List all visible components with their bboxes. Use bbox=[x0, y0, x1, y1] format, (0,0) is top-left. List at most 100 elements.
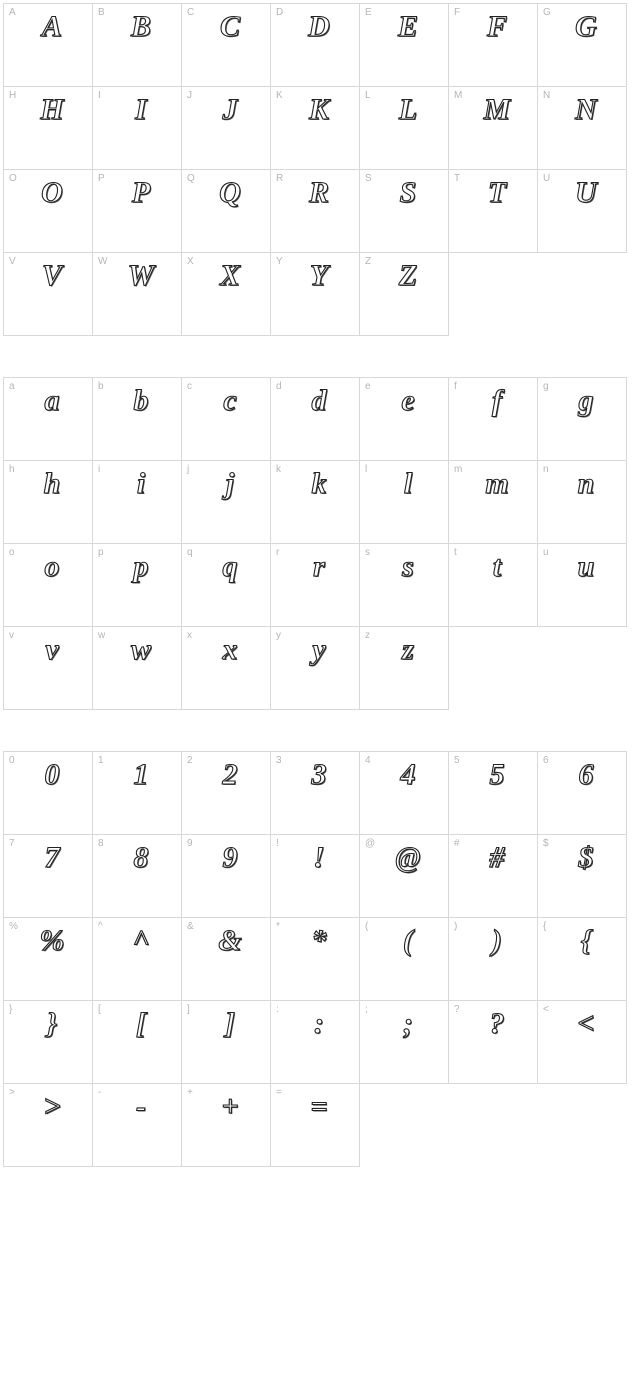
glyph-cell: ll bbox=[359, 460, 449, 544]
glyph-cell: ## bbox=[448, 834, 538, 918]
glyph-display: z bbox=[360, 633, 448, 666]
glyph-display: j bbox=[182, 467, 270, 500]
glyph-cell: 44 bbox=[359, 751, 449, 835]
glyph-display: f bbox=[449, 384, 537, 417]
section-numbers-symbols: 00112233445566778899!!@@##$$%%^^&&**(())… bbox=[4, 752, 636, 1167]
glyph-display: M bbox=[449, 93, 537, 126]
glyph-display: : bbox=[271, 1007, 359, 1040]
glyph-display: h bbox=[4, 467, 92, 500]
glyph-cell: HH bbox=[3, 86, 93, 170]
glyph-display: ] bbox=[182, 1007, 270, 1040]
glyph-cell: cc bbox=[181, 377, 271, 461]
glyph-cell: @@ bbox=[359, 834, 449, 918]
glyph-display: H bbox=[4, 93, 92, 126]
glyph-display: o bbox=[4, 550, 92, 583]
glyph-cell: JJ bbox=[181, 86, 271, 170]
glyph-cell: ss bbox=[359, 543, 449, 627]
glyph-display: 5 bbox=[449, 758, 537, 791]
glyph-cell: ;; bbox=[359, 1000, 449, 1084]
glyph-display: S bbox=[360, 176, 448, 209]
glyph-cell: (( bbox=[359, 917, 449, 1001]
glyph-display: Z bbox=[360, 259, 448, 292]
glyph-display: e bbox=[360, 384, 448, 417]
glyph-cell: 33 bbox=[270, 751, 360, 835]
glyph-display: Y bbox=[271, 259, 359, 292]
glyph-cell: DD bbox=[270, 3, 360, 87]
glyph-display: T bbox=[449, 176, 537, 209]
glyph-display: 1 bbox=[93, 758, 181, 791]
glyph-grid: 00112233445566778899!!@@##$$%%^^&&**(())… bbox=[4, 752, 634, 1167]
glyph-cell: << bbox=[537, 1000, 627, 1084]
glyph-display: ; bbox=[360, 1007, 448, 1040]
glyph-cell: QQ bbox=[181, 169, 271, 253]
glyph-cell: yy bbox=[270, 626, 360, 710]
glyph-cell: EE bbox=[359, 3, 449, 87]
glyph-cell: xx bbox=[181, 626, 271, 710]
glyph-cell: uu bbox=[537, 543, 627, 627]
glyph-display: L bbox=[360, 93, 448, 126]
glyph-display: 8 bbox=[93, 841, 181, 874]
glyph-cell: jj bbox=[181, 460, 271, 544]
glyph-cell: VV bbox=[3, 252, 93, 336]
glyph-display: % bbox=[4, 924, 92, 957]
glyph-cell: }} bbox=[3, 1000, 93, 1084]
glyph-display: R bbox=[271, 176, 359, 209]
glyph-cell: == bbox=[270, 1083, 360, 1167]
glyph-display: * bbox=[271, 924, 359, 957]
glyph-cell: 66 bbox=[537, 751, 627, 835]
glyph-cell: nn bbox=[537, 460, 627, 544]
glyph-display: I bbox=[93, 93, 181, 126]
glyph-display: l bbox=[360, 467, 448, 500]
glyph-cell: UU bbox=[537, 169, 627, 253]
glyph-display: k bbox=[271, 467, 359, 500]
glyph-cell: BB bbox=[92, 3, 182, 87]
glyph-cell: vv bbox=[3, 626, 93, 710]
glyph-cell: SS bbox=[359, 169, 449, 253]
glyph-cell: KK bbox=[270, 86, 360, 170]
glyph-cell: 99 bbox=[181, 834, 271, 918]
glyph-display: n bbox=[538, 467, 626, 500]
glyph-display: N bbox=[538, 93, 626, 126]
glyph-display: @ bbox=[360, 841, 448, 874]
glyph-cell: oo bbox=[3, 543, 93, 627]
glyph-cell: pp bbox=[92, 543, 182, 627]
glyph-display: { bbox=[538, 924, 626, 957]
glyph-cell: ww bbox=[92, 626, 182, 710]
glyph-display: C bbox=[182, 10, 270, 43]
glyph-display: F bbox=[449, 10, 537, 43]
glyph-display: 7 bbox=[4, 841, 92, 874]
glyph-cell: OO bbox=[3, 169, 93, 253]
glyph-display: X bbox=[182, 259, 270, 292]
glyph-cell: {{ bbox=[537, 917, 627, 1001]
glyph-display: m bbox=[449, 467, 537, 500]
glyph-cell: %% bbox=[3, 917, 93, 1001]
glyph-cell: ff bbox=[448, 377, 538, 461]
glyph-display: J bbox=[182, 93, 270, 126]
glyph-cell: hh bbox=[3, 460, 93, 544]
glyph-display: ) bbox=[449, 924, 537, 957]
glyph-display: O bbox=[4, 176, 92, 209]
glyph-cell: rr bbox=[270, 543, 360, 627]
glyph-cell: MM bbox=[448, 86, 538, 170]
glyph-cell: TT bbox=[448, 169, 538, 253]
glyph-cell: CC bbox=[181, 3, 271, 87]
glyph-cell: FF bbox=[448, 3, 538, 87]
section-uppercase: AABBCCDDEEFFGGHHIIJJKKLLMMNNOOPPQQRRSSTT… bbox=[4, 4, 636, 336]
glyph-display: ^ bbox=[93, 924, 181, 957]
glyph-display: x bbox=[182, 633, 270, 666]
glyph-display: G bbox=[538, 10, 626, 43]
glyph-cell: WW bbox=[92, 252, 182, 336]
glyph-cell: gg bbox=[537, 377, 627, 461]
glyph-display: 9 bbox=[182, 841, 270, 874]
glyph-cell: [[ bbox=[92, 1000, 182, 1084]
glyph-display: K bbox=[271, 93, 359, 126]
glyph-display: 4 bbox=[360, 758, 448, 791]
glyph-cell: RR bbox=[270, 169, 360, 253]
glyph-display: u bbox=[538, 550, 626, 583]
glyph-display: D bbox=[271, 10, 359, 43]
glyph-display: E bbox=[360, 10, 448, 43]
glyph-cell: ** bbox=[270, 917, 360, 1001]
glyph-cell: ee bbox=[359, 377, 449, 461]
glyph-display: > bbox=[4, 1090, 92, 1123]
glyph-cell: PP bbox=[92, 169, 182, 253]
